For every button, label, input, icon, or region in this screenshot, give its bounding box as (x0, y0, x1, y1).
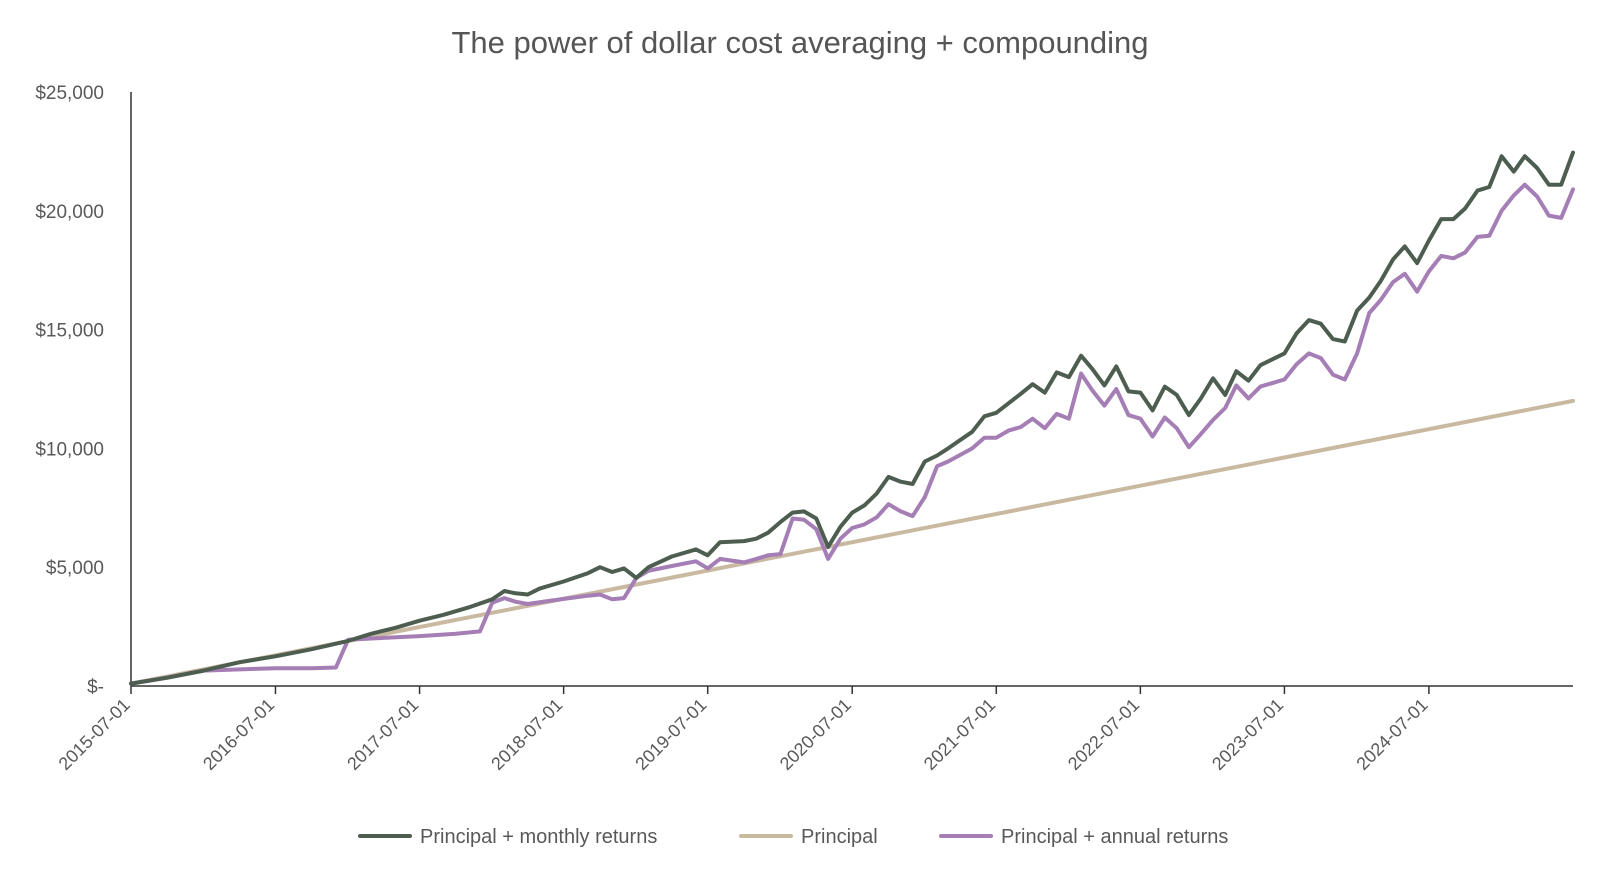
x-tick-label: 2021-07-01 (920, 695, 999, 774)
series-line-1 (129, 398, 1575, 686)
chart-title: The power of dollar cost averaging + com… (451, 25, 1148, 60)
y-tick-label: $10,000 (35, 439, 104, 460)
y-tick-label: $15,000 (35, 321, 104, 342)
y-tick-label: $20,000 (35, 202, 104, 223)
legend-label: Principal (801, 826, 878, 848)
x-tick-label: 2015-07-01 (55, 695, 134, 774)
x-tick-label: 2018-07-01 (487, 695, 566, 774)
x-tick-label: 2024-07-01 (1352, 695, 1431, 774)
series-line-0 (129, 150, 1575, 686)
x-tick-label: 2019-07-01 (631, 695, 710, 774)
x-tick-label: 2022-07-01 (1064, 695, 1143, 774)
y-tick-label: $5,000 (46, 558, 104, 579)
series-line-2 (129, 182, 1575, 686)
series-lines (129, 150, 1575, 686)
legend: Principal + monthly returns Principal Prin… (358, 826, 1228, 848)
x-tick-label: 2017-07-01 (343, 695, 422, 774)
x-tick-label: 2020-07-01 (776, 695, 855, 774)
x-tick-label: 2016-07-01 (199, 695, 278, 774)
legend-label: Principal + monthly returns (420, 826, 657, 848)
legend-label: Principal + annual returns (1001, 826, 1228, 848)
y-tick-label: $25,000 (35, 83, 104, 104)
x-tick-label: 2023-07-01 (1208, 695, 1287, 774)
y-tick-label: $- (87, 677, 104, 698)
